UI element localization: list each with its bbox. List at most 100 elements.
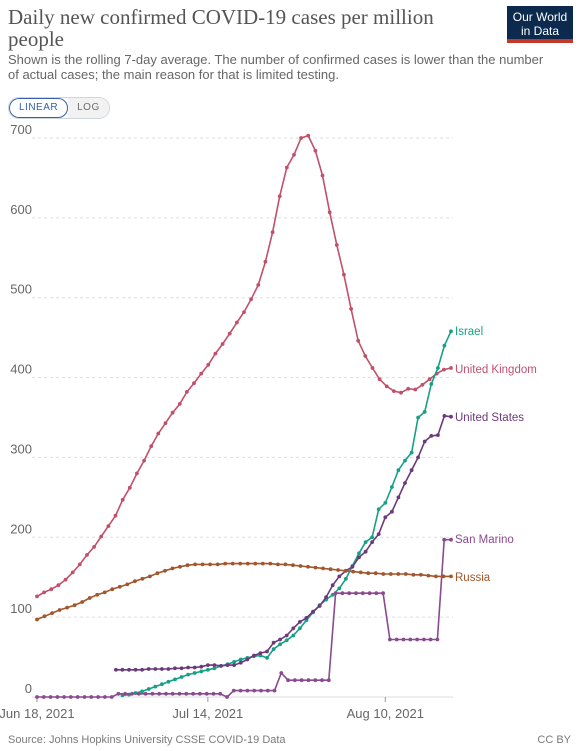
data-point (449, 366, 453, 370)
data-point (208, 562, 213, 567)
data-point (185, 390, 189, 394)
owid-logo[interactable]: Our World in Data (507, 6, 573, 43)
data-point (206, 667, 210, 672)
data-point (304, 616, 309, 620)
data-point (436, 433, 440, 437)
data-point (163, 421, 168, 425)
data-point (381, 591, 385, 596)
data-point (149, 444, 154, 449)
data-point (146, 667, 151, 671)
data-point (330, 583, 335, 588)
data-point (399, 390, 403, 395)
data-point (157, 691, 162, 696)
data-point (313, 678, 318, 683)
data-point (48, 695, 53, 699)
y-tick-label: 100 (10, 601, 32, 616)
data-point (75, 695, 80, 699)
data-point (337, 586, 342, 591)
data-point (394, 637, 399, 642)
data-point (328, 567, 333, 572)
data-point (65, 605, 69, 610)
data-point (70, 570, 75, 575)
linear-scale-button[interactable]: LINEAR (9, 98, 69, 118)
data-point (270, 230, 275, 235)
grid-lines (32, 137, 453, 698)
data-point (392, 389, 396, 393)
data-point (133, 667, 138, 672)
data-point (62, 695, 66, 699)
data-point (317, 604, 322, 608)
data-point (420, 382, 425, 387)
data-point (351, 569, 355, 574)
data-point (336, 568, 340, 572)
data-point (416, 455, 420, 460)
data-point (442, 367, 446, 372)
data-point (170, 410, 175, 415)
data-point (419, 572, 423, 577)
data-point (311, 609, 315, 614)
log-scale-button[interactable]: LOG (68, 98, 109, 118)
data-point (334, 243, 339, 247)
data-point (198, 691, 202, 696)
data-point (390, 485, 394, 489)
y-tick-label: 0 (25, 681, 32, 696)
data-point (403, 572, 408, 576)
chart-subtitle: Shown is the rolling 7-day average. The … (8, 52, 544, 82)
data-point (200, 562, 205, 567)
data-point (178, 564, 182, 569)
data-point (363, 354, 368, 358)
data-point (390, 509, 394, 514)
data-point (298, 626, 302, 631)
license-link[interactable]: CC BY (537, 734, 571, 746)
series-lines (35, 133, 453, 699)
data-point (156, 431, 161, 436)
data-point (370, 535, 374, 540)
data-point (87, 596, 92, 600)
data-point (337, 574, 342, 579)
data-point (136, 691, 141, 696)
data-point (92, 545, 96, 549)
data-point (278, 637, 282, 642)
data-point (55, 695, 60, 699)
data-point (449, 329, 453, 334)
data-point (313, 565, 318, 570)
data-point (449, 574, 453, 579)
x-tick-label: Jun 18, 2021 (0, 706, 75, 721)
data-point (199, 669, 204, 674)
data-point (324, 595, 328, 600)
data-point (422, 439, 427, 444)
data-point (130, 691, 134, 696)
data-point (192, 671, 197, 675)
data-point (103, 695, 107, 699)
series-line-russia[interactable] (36, 562, 451, 621)
data-point (120, 497, 125, 502)
data-point (109, 695, 114, 699)
data-point (242, 310, 246, 314)
series-line-united-states[interactable] (115, 415, 452, 671)
data-point (170, 566, 175, 571)
data-point (166, 679, 171, 684)
data-point (284, 633, 289, 638)
data-point (396, 468, 401, 473)
data-point (127, 485, 132, 490)
data-point (313, 148, 318, 153)
data-point (360, 591, 365, 596)
data-point (265, 649, 269, 654)
data-point (377, 377, 382, 382)
data-point (363, 549, 368, 554)
data-point (114, 667, 118, 672)
data-point (263, 259, 268, 264)
data-point (72, 603, 77, 608)
data-point (225, 663, 230, 667)
data-point (238, 688, 243, 693)
data-point (245, 561, 250, 566)
data-point (350, 564, 355, 569)
y-tick-label: 700 (10, 122, 32, 137)
data-point (291, 563, 295, 568)
data-point (278, 642, 282, 647)
series-label-israel: Israel (455, 326, 483, 338)
data-point (293, 678, 297, 683)
data-point (212, 663, 217, 667)
series-line-united-kingdom[interactable] (36, 134, 452, 598)
data-point (41, 695, 46, 699)
